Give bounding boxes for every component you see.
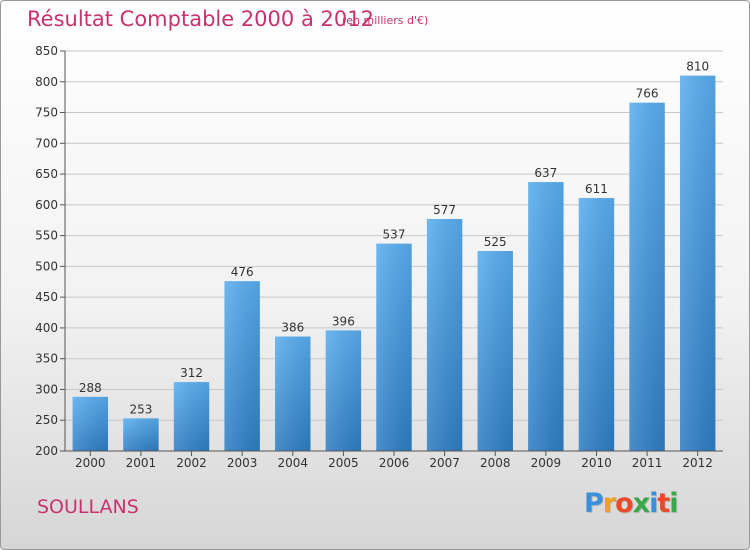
logo-letter: i bbox=[649, 488, 658, 519]
data-label: 525 bbox=[484, 235, 507, 249]
y-tick-label: 450 bbox=[35, 290, 58, 304]
bar-shade bbox=[376, 243, 412, 451]
y-tick-label: 500 bbox=[35, 259, 58, 273]
bar-shade bbox=[173, 382, 210, 451]
x-tick-label: 2009 bbox=[531, 456, 562, 470]
x-tick-label: 2003 bbox=[227, 456, 258, 470]
bar-shade bbox=[224, 281, 260, 451]
bar-shade bbox=[123, 418, 159, 451]
y-tick-label: 650 bbox=[35, 167, 58, 181]
data-label: 577 bbox=[433, 203, 456, 217]
y-tick-label: 300 bbox=[35, 382, 58, 396]
x-tick-label: 2011 bbox=[632, 456, 663, 470]
x-tick-label: 2010 bbox=[581, 456, 612, 470]
x-tick-label: 2002 bbox=[176, 456, 207, 470]
bar-shade bbox=[275, 336, 311, 451]
chart-title: Résultat Comptable 2000 à 2012 bbox=[27, 7, 374, 31]
data-label: 766 bbox=[636, 87, 659, 101]
logo-letter: o bbox=[615, 488, 634, 519]
y-tick-label: 250 bbox=[35, 413, 58, 427]
x-tick-label: 2001 bbox=[126, 456, 157, 470]
logo-letter: t bbox=[657, 488, 670, 519]
data-label: 253 bbox=[129, 402, 152, 416]
logo-letter: i bbox=[669, 488, 678, 519]
data-label: 386 bbox=[281, 321, 304, 335]
data-label: 288 bbox=[79, 381, 102, 395]
bars bbox=[72, 75, 716, 452]
x-tick-label: 2005 bbox=[328, 456, 359, 470]
data-label: 611 bbox=[585, 182, 608, 196]
bar-shade bbox=[629, 102, 665, 451]
data-label: 637 bbox=[534, 166, 557, 180]
bar-shade bbox=[679, 75, 716, 451]
logo-letter: P bbox=[584, 488, 604, 519]
y-tick-label: 750 bbox=[35, 106, 58, 120]
x-tick-label: 2006 bbox=[379, 456, 410, 470]
data-label: 537 bbox=[383, 228, 406, 242]
x-tick-label: 2004 bbox=[277, 456, 308, 470]
y-tick-label: 350 bbox=[35, 352, 58, 366]
x-tick-label: 2007 bbox=[429, 456, 460, 470]
data-label: 396 bbox=[332, 314, 355, 328]
logo-letter: x bbox=[632, 488, 650, 519]
logo-letter: r bbox=[602, 488, 616, 519]
commune-name: SOULLANS bbox=[37, 496, 139, 518]
data-label: 476 bbox=[231, 265, 254, 279]
axes bbox=[60, 50, 723, 456]
bar-shade bbox=[578, 198, 615, 451]
bar-shade bbox=[426, 219, 463, 451]
x-tick-label: 2000 bbox=[75, 456, 106, 470]
data-label: 312 bbox=[180, 366, 203, 380]
y-tick-label: 550 bbox=[35, 229, 58, 243]
chart-subtitle: (en milliers d'€) bbox=[342, 14, 429, 27]
bar-shade bbox=[477, 251, 513, 451]
y-tick-label: 700 bbox=[35, 136, 58, 150]
bar-shade bbox=[528, 182, 564, 452]
x-tick-label: 2012 bbox=[682, 456, 713, 470]
y-tick-label: 850 bbox=[35, 44, 58, 58]
y-tick-label: 200 bbox=[35, 444, 58, 458]
y-tick-label: 600 bbox=[35, 198, 58, 212]
proxiti-logo: Proxiti bbox=[584, 488, 679, 519]
data-label: 810 bbox=[686, 60, 709, 74]
bar-shade bbox=[325, 330, 362, 451]
labels: 200 250 300 350 400 450 500 550 600 650 700 750 800 8… bbox=[35, 44, 713, 470]
y-tick-label: 400 bbox=[35, 321, 58, 335]
bar-shade bbox=[72, 396, 109, 451]
x-tick-label: 2008 bbox=[480, 456, 511, 470]
y-tick-label: 800 bbox=[35, 75, 58, 89]
